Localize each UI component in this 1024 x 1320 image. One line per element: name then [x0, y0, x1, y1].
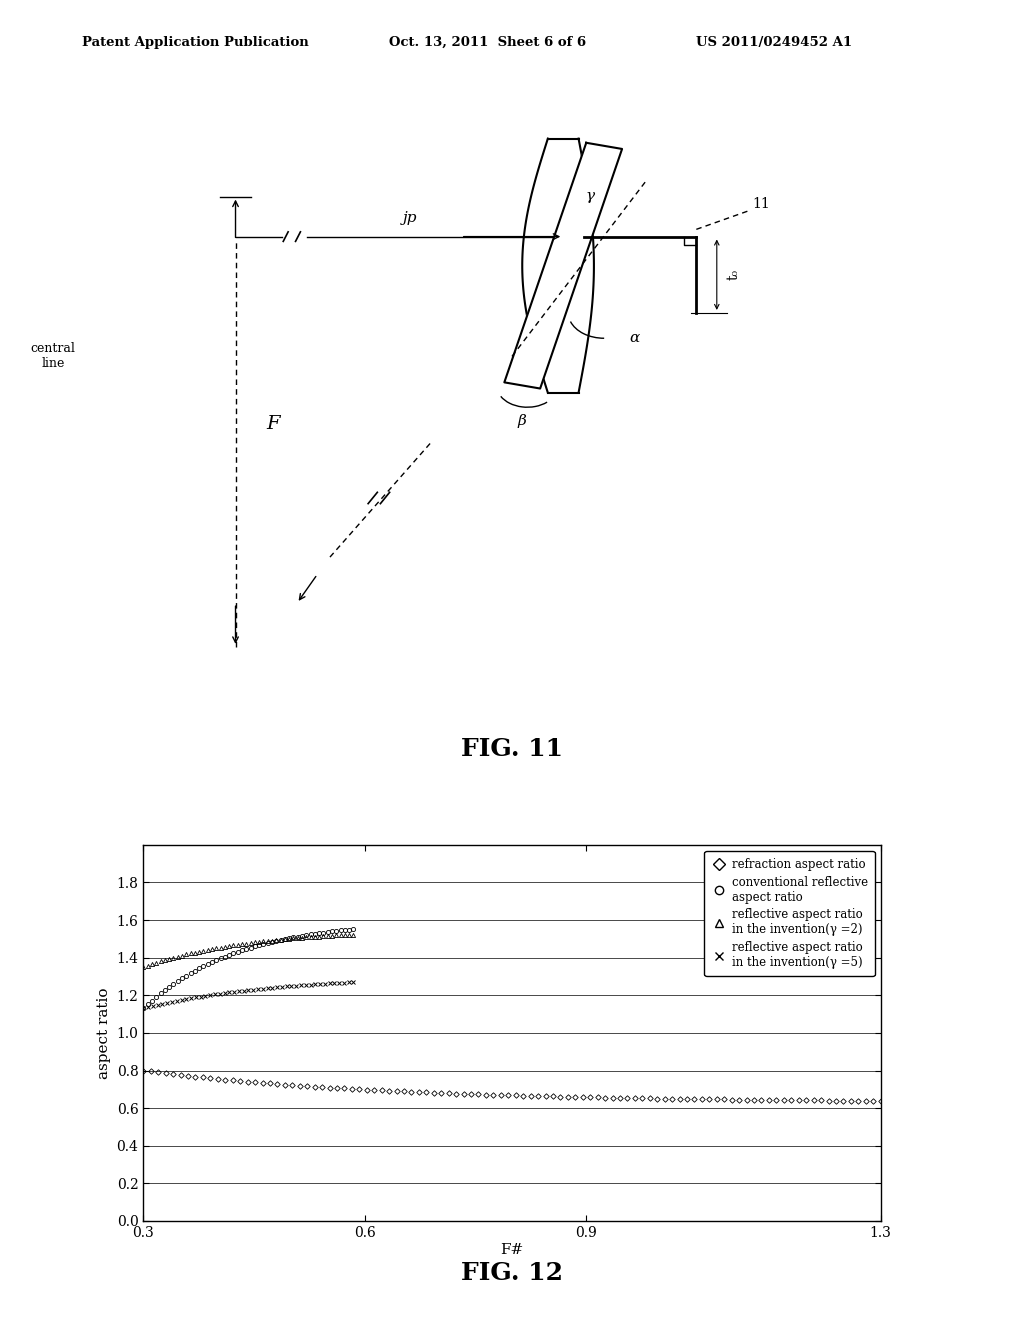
- Text: γ: γ: [586, 189, 595, 203]
- Text: F: F: [266, 414, 280, 433]
- Text: Patent Application Publication: Patent Application Publication: [82, 36, 308, 49]
- Text: FIG. 12: FIG. 12: [461, 1262, 563, 1286]
- Text: FIG. 11: FIG. 11: [461, 737, 563, 760]
- X-axis label: F#: F#: [501, 1242, 523, 1257]
- Text: central
line: central line: [31, 342, 76, 371]
- Text: Oct. 13, 2011  Sheet 6 of 6: Oct. 13, 2011 Sheet 6 of 6: [389, 36, 587, 49]
- Text: β: β: [518, 414, 526, 429]
- Legend: refraction aspect ratio, conventional reflective
aspect ratio, reflective aspect: refraction aspect ratio, conventional re…: [705, 850, 874, 975]
- Text: jp: jp: [402, 211, 417, 226]
- Text: 11: 11: [753, 197, 770, 211]
- Text: US 2011/0249452 A1: US 2011/0249452 A1: [696, 36, 852, 49]
- Polygon shape: [505, 143, 622, 388]
- Text: α: α: [630, 331, 640, 345]
- Y-axis label: aspect ratio: aspect ratio: [97, 987, 111, 1078]
- Text: t₀: t₀: [727, 269, 741, 280]
